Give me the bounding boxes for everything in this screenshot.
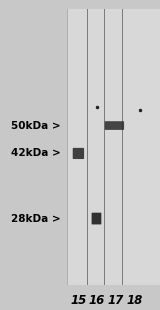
Bar [67, 9, 160, 285]
Bar [87, 9, 88, 285]
Text: 50kDa >: 50kDa > [11, 121, 61, 131]
Text: 42kDa >: 42kDa > [11, 148, 61, 158]
FancyBboxPatch shape [92, 213, 101, 224]
Bar [104, 9, 105, 285]
Text: 15: 15 [70, 294, 87, 307]
Text: 18: 18 [126, 294, 143, 307]
FancyBboxPatch shape [105, 121, 124, 130]
Bar [67, 9, 68, 285]
FancyBboxPatch shape [73, 148, 84, 159]
Text: 28kDa >: 28kDa > [11, 214, 61, 224]
Text: 17: 17 [107, 294, 123, 307]
Bar [122, 9, 123, 285]
Text: 16: 16 [89, 294, 105, 307]
